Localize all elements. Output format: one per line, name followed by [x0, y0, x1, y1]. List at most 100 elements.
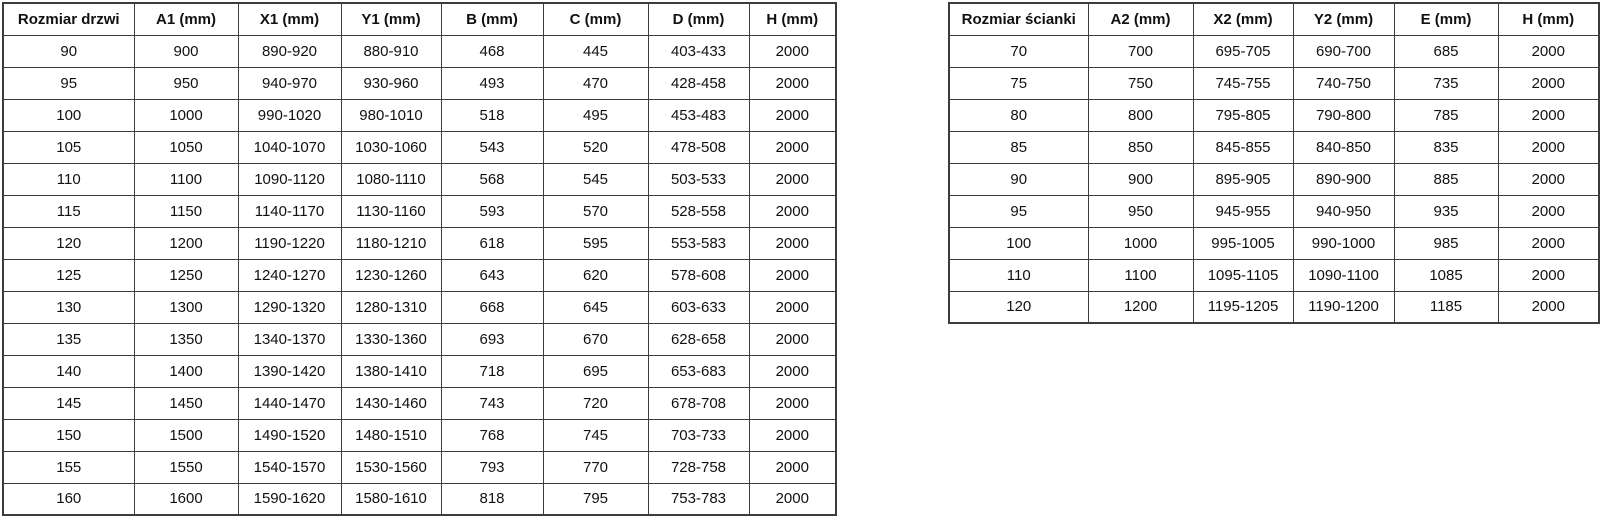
header-cell-b-mm: B (mm)	[440, 2, 544, 36]
table-cell: 90	[2, 34, 135, 68]
header-cell-d-mm: D (mm)	[647, 2, 750, 36]
table-row: 115 1150 1140-1170 1130-1160 593 570 528-558 20…	[2, 194, 837, 228]
wall-table-header: Rozmiar ścianki A2 (mm) X2 (mm) Y2 (mm) E (m…	[948, 2, 1600, 36]
table-cell: 578-608	[647, 258, 750, 292]
table-cell: 100	[2, 98, 135, 132]
table-row: 100 1000 990-1020 980-1010 518 495 453-483 2000	[2, 98, 837, 132]
table-cell: 468	[440, 34, 544, 68]
table-cell: 2000	[748, 194, 837, 228]
table-cell: 1040-1070	[237, 130, 342, 164]
table-cell: 703-733	[647, 418, 750, 452]
wall-table-body: 70 700 695-705 690-700 685 2000 75 750 745-755 74…	[948, 34, 1600, 324]
table-cell: 1200	[133, 226, 239, 260]
table-row: 80 800 795-805 790-800 785 2000	[948, 98, 1600, 132]
table-cell: 570	[542, 194, 649, 228]
table-cell: 120	[948, 290, 1089, 324]
table-cell: 1580-1610	[340, 482, 442, 516]
table-cell: 1450	[133, 386, 239, 420]
table-cell: 2000	[748, 162, 837, 196]
door-table-body: 90 900 890-920 880-910 468 445 403-433 2000 95 95…	[2, 34, 837, 516]
table-cell: 743	[440, 386, 544, 420]
table-cell: 2000	[1497, 34, 1600, 68]
header-cell-rozmiar-cianki: Rozmiar ścianki	[948, 2, 1089, 36]
table-cell: 643	[440, 258, 544, 292]
table-cell: 110	[2, 162, 135, 196]
table-cell: 785	[1393, 98, 1499, 132]
door-size-table: Rozmiar drzwi A1 (mm) X1 (mm) Y1 (mm) B (mm)…	[2, 2, 837, 516]
table-cell: 740-750	[1292, 66, 1395, 100]
table-cell: 1230-1260	[340, 258, 442, 292]
table-row: 125 1250 1240-1270 1230-1260 643 620 578-608 20…	[2, 258, 837, 292]
table-cell: 85	[948, 130, 1089, 164]
table-cell: 1100	[1087, 258, 1194, 292]
table-cell: 2000	[748, 34, 837, 68]
table-cell: 1000	[1087, 226, 1194, 260]
header-row: Rozmiar drzwi A1 (mm) X1 (mm) Y1 (mm) B (mm)…	[2, 2, 837, 36]
header-cell-e-mm: E (mm)	[1393, 2, 1499, 36]
table-cell: 1085	[1393, 258, 1499, 292]
table-cell: 2000	[1497, 162, 1600, 196]
table-cell: 80	[948, 98, 1089, 132]
table-cell: 1000	[133, 98, 239, 132]
table-cell: 2000	[748, 418, 837, 452]
table-cell: 2000	[748, 226, 837, 260]
table-cell: 850	[1087, 130, 1194, 164]
table-row: 70 700 695-705 690-700 685 2000	[948, 34, 1600, 68]
table-cell: 728-758	[647, 450, 750, 484]
table-cell: 528-558	[647, 194, 750, 228]
table-row: 100 1000 995-1005 990-1000 985 2000	[948, 226, 1600, 260]
table-cell: 670	[542, 322, 649, 356]
table-cell: 1400	[133, 354, 239, 388]
table-cell: 2000	[1497, 226, 1600, 260]
table-cell: 768	[440, 418, 544, 452]
header-row: Rozmiar ścianki A2 (mm) X2 (mm) Y2 (mm) E (m…	[948, 2, 1600, 36]
table-cell: 1190-1200	[1292, 290, 1395, 324]
table-cell: 935	[1393, 194, 1499, 228]
table-cell: 2000	[748, 482, 837, 516]
table-cell: 1500	[133, 418, 239, 452]
table-cell: 990-1000	[1292, 226, 1395, 260]
table-cell: 945-955	[1192, 194, 1294, 228]
table-cell: 100	[948, 226, 1089, 260]
table-row: 85 850 845-855 840-850 835 2000	[948, 130, 1600, 164]
table-cell: 1480-1510	[340, 418, 442, 452]
table-row: 120 1200 1190-1220 1180-1210 618 595 553-583 20…	[2, 226, 837, 260]
header-cell-c-mm: C (mm)	[542, 2, 649, 36]
table-cell: 495	[542, 98, 649, 132]
table-cell: 90	[948, 162, 1089, 196]
table-cell: 985	[1393, 226, 1499, 260]
table-cell: 950	[133, 66, 239, 100]
table-cell: 1090-1100	[1292, 258, 1395, 292]
table-cell: 1030-1060	[340, 130, 442, 164]
table-cell: 135	[2, 322, 135, 356]
table-cell: 800	[1087, 98, 1194, 132]
table-row: 75 750 745-755 740-750 735 2000	[948, 66, 1600, 100]
table-cell: 445	[542, 34, 649, 68]
header-cell-a2-mm: A2 (mm)	[1087, 2, 1194, 36]
header-cell-a1-mm: A1 (mm)	[133, 2, 239, 36]
table-cell: 2000	[748, 386, 837, 420]
table-cell: 1080-1110	[340, 162, 442, 196]
table-cell: 130	[2, 290, 135, 324]
table-cell: 1050	[133, 130, 239, 164]
table-cell: 2000	[748, 354, 837, 388]
table-cell: 840-850	[1292, 130, 1395, 164]
table-cell: 818	[440, 482, 544, 516]
table-cell: 620	[542, 258, 649, 292]
table-row: 105 1050 1040-1070 1030-1060 543 520 478-508 20…	[2, 130, 837, 164]
header-cell-x1-mm: X1 (mm)	[237, 2, 342, 36]
header-cell-h-mm: H (mm)	[1497, 2, 1600, 36]
table-cell: 568	[440, 162, 544, 196]
table-cell: 1300	[133, 290, 239, 324]
table-cell: 690-700	[1292, 34, 1395, 68]
table-cell: 695-705	[1192, 34, 1294, 68]
table-cell: 2000	[748, 130, 837, 164]
table-cell: 1550	[133, 450, 239, 484]
table-cell: 753-783	[647, 482, 750, 516]
table-cell: 1250	[133, 258, 239, 292]
table-cell: 428-458	[647, 66, 750, 100]
table-cell: 795-805	[1192, 98, 1294, 132]
table-cell: 2000	[1497, 66, 1600, 100]
table-cell: 1190-1220	[237, 226, 342, 260]
table-cell: 553-583	[647, 226, 750, 260]
